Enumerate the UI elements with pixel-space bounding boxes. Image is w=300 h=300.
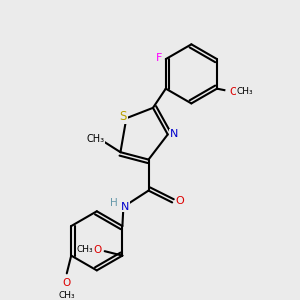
Text: N: N bbox=[169, 130, 178, 140]
Text: O: O bbox=[93, 245, 101, 255]
Text: CH₃: CH₃ bbox=[237, 87, 253, 96]
Text: CH₃: CH₃ bbox=[58, 291, 75, 300]
Text: H: H bbox=[110, 198, 118, 208]
Text: CH₃: CH₃ bbox=[86, 134, 104, 144]
Text: N: N bbox=[121, 202, 129, 212]
Text: CH₃: CH₃ bbox=[76, 245, 93, 254]
Text: S: S bbox=[120, 110, 127, 123]
Text: O: O bbox=[175, 196, 184, 206]
Text: O: O bbox=[63, 278, 71, 288]
Text: O: O bbox=[229, 87, 237, 97]
Text: F: F bbox=[156, 52, 163, 63]
